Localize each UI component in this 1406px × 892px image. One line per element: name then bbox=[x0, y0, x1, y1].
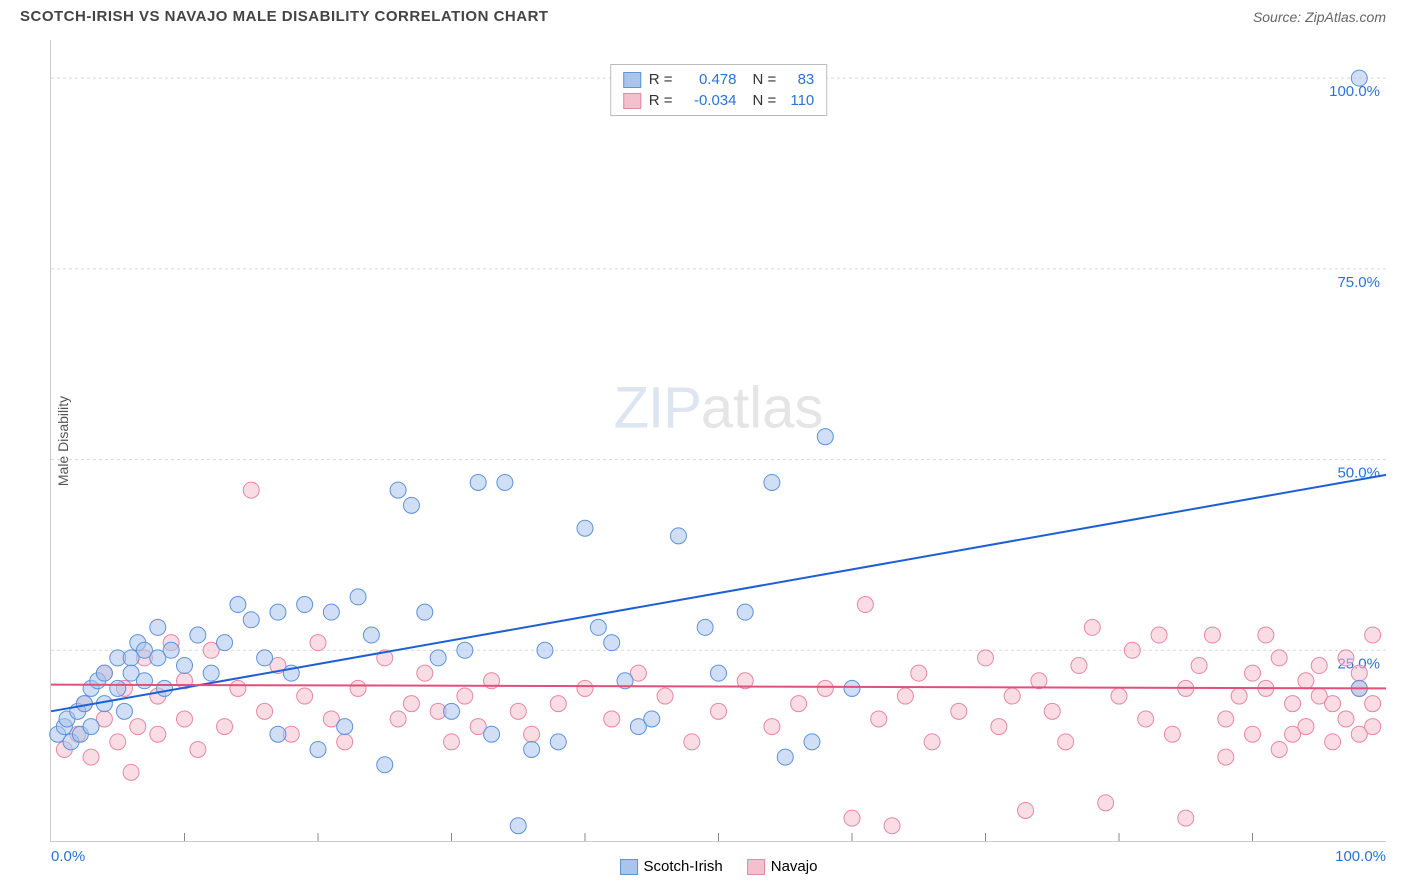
stats-legend: R = 0.478 N = 83 R = -0.034 N = 110 bbox=[610, 64, 828, 116]
chart-svg: 25.0%50.0%75.0%100.0%0.0%100.0% bbox=[51, 40, 1386, 841]
r-label-1: R = bbox=[649, 71, 673, 88]
stats-row-2: R = -0.034 N = 110 bbox=[623, 90, 815, 111]
chart-header: SCOTCH-IRISH VS NAVAJO MALE DISABILITY C… bbox=[0, 0, 1406, 29]
svg-text:0.0%: 0.0% bbox=[51, 848, 85, 865]
legend-swatch-scotch-irish bbox=[620, 859, 638, 875]
chart-area: Male Disability ZIPatlas 25.0%50.0%75.0%… bbox=[50, 40, 1386, 842]
n-value-2: 110 bbox=[784, 92, 814, 109]
series-legend: Scotch-Irish Navajo bbox=[620, 858, 818, 875]
legend-item-navajo: Navajo bbox=[747, 858, 818, 875]
svg-text:100.0%: 100.0% bbox=[1335, 848, 1386, 865]
stats-row-1: R = 0.478 N = 83 bbox=[623, 69, 815, 90]
swatch-scotch-irish bbox=[623, 72, 641, 88]
legend-item-scotch-irish: Scotch-Irish bbox=[620, 858, 723, 875]
n-label-1: N = bbox=[753, 71, 777, 88]
chart-source: Source: ZipAtlas.com bbox=[1253, 9, 1386, 25]
svg-text:75.0%: 75.0% bbox=[1337, 274, 1380, 291]
n-label-2: N = bbox=[753, 92, 777, 109]
legend-label-scotch-irish: Scotch-Irish bbox=[644, 858, 723, 875]
svg-text:100.0%: 100.0% bbox=[1329, 83, 1380, 100]
legend-swatch-navajo bbox=[747, 859, 765, 875]
r-value-1: 0.478 bbox=[681, 71, 737, 88]
plot-region: ZIPatlas 25.0%50.0%75.0%100.0%0.0%100.0%… bbox=[50, 40, 1386, 842]
r-value-2: -0.034 bbox=[681, 92, 737, 109]
legend-label-navajo: Navajo bbox=[771, 858, 818, 875]
n-value-1: 83 bbox=[784, 71, 814, 88]
swatch-navajo bbox=[623, 93, 641, 109]
chart-title: SCOTCH-IRISH VS NAVAJO MALE DISABILITY C… bbox=[20, 8, 549, 25]
r-label-2: R = bbox=[649, 92, 673, 109]
